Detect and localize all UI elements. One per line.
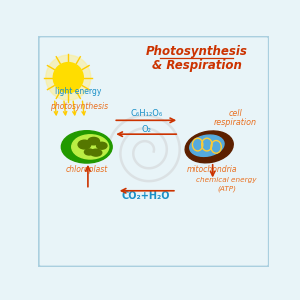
- Ellipse shape: [88, 137, 100, 145]
- Text: mitochondria: mitochondria: [186, 166, 237, 175]
- Text: respiration: respiration: [214, 118, 257, 127]
- Ellipse shape: [185, 131, 233, 163]
- Text: chloroplast: chloroplast: [66, 166, 108, 175]
- Text: Photosynthesis: Photosynthesis: [146, 44, 248, 58]
- Text: CO₂+H₂O: CO₂+H₂O: [122, 191, 170, 201]
- Text: & Respiration: & Respiration: [152, 59, 242, 72]
- Text: C₆H₁₂O₆: C₆H₁₂O₆: [130, 109, 162, 118]
- Circle shape: [46, 55, 91, 100]
- Text: light energy: light energy: [56, 87, 102, 96]
- Text: photosynthesis: photosynthesis: [50, 102, 108, 111]
- Ellipse shape: [61, 131, 112, 163]
- Circle shape: [53, 63, 83, 93]
- Text: O₂: O₂: [141, 124, 151, 134]
- Text: (ATP): (ATP): [217, 186, 236, 192]
- Ellipse shape: [90, 149, 102, 156]
- Ellipse shape: [78, 140, 91, 149]
- Text: cell: cell: [229, 109, 243, 118]
- Ellipse shape: [72, 135, 109, 159]
- Ellipse shape: [190, 135, 224, 156]
- Ellipse shape: [85, 149, 94, 155]
- Ellipse shape: [97, 142, 107, 149]
- Text: chemical energy: chemical energy: [196, 177, 257, 183]
- FancyBboxPatch shape: [38, 36, 269, 267]
